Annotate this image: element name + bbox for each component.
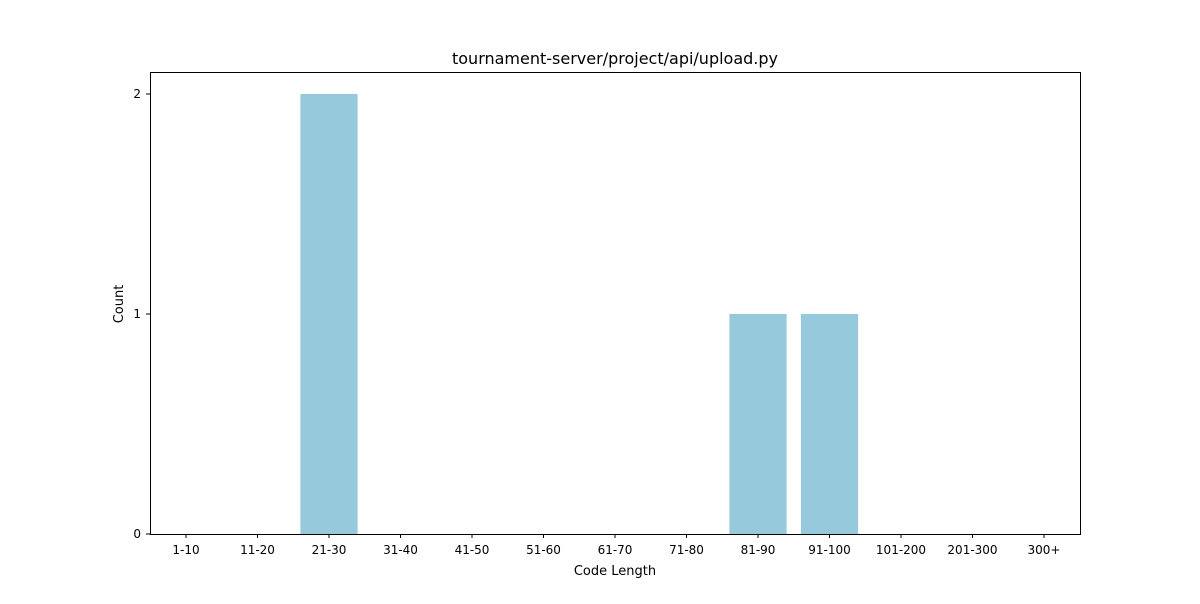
y-tick-label: 2 <box>133 87 141 101</box>
x-tick-label: 300+ <box>1028 543 1061 557</box>
bar-91-100 <box>800 314 859 534</box>
x-tick-label: 71-80 <box>669 543 704 557</box>
plot-area-frame <box>150 72 1081 535</box>
x-tick-label: 41-50 <box>455 543 490 557</box>
x-tick-label: 31-40 <box>383 543 418 557</box>
x-tick-label: 201-300 <box>947 543 997 557</box>
chart-title: tournament-server/project/api/upload.py <box>452 49 778 68</box>
y-tick-label: 1 <box>133 307 141 321</box>
bar-21-30 <box>300 94 358 534</box>
bars-group <box>300 94 859 534</box>
bar-81-90 <box>729 314 787 534</box>
x-tick-label: 1-10 <box>172 543 199 557</box>
y-tick-label: 0 <box>133 527 141 541</box>
x-tick-label: 51-60 <box>526 543 561 557</box>
x-tick-label: 91-100 <box>808 543 851 557</box>
x-tick-label: 21-30 <box>312 543 347 557</box>
x-tick-label: 81-90 <box>741 543 776 557</box>
y-axis-label: Count <box>112 285 127 324</box>
y-axis-ticks: 0 1 2 <box>133 87 150 541</box>
x-axis-ticks: 1-10 11-20 21-30 31-40 41-50 51-60 61-70 71-80 8… <box>172 534 1060 557</box>
x-tick-label: 61-70 <box>598 543 633 557</box>
x-axis-label: Code Length <box>574 564 656 579</box>
x-tick-label: 101-200 <box>876 543 926 557</box>
x-tick-label: 11-20 <box>240 543 275 557</box>
